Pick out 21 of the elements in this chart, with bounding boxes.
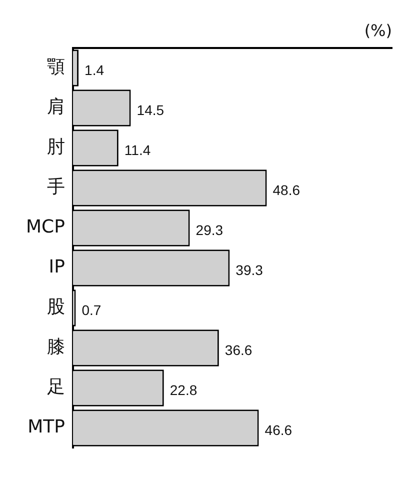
y-tick-label: 股	[46, 296, 65, 318]
y-tick-label: 手	[46, 176, 65, 198]
data-label: 36.6	[224, 342, 252, 358]
data-label: 39.3	[236, 262, 264, 278]
data-label: 22.8	[170, 382, 198, 398]
y-tick-label: MCP	[26, 216, 66, 238]
text: (%)	[364, 21, 392, 40]
data-label: 0.7	[82, 302, 102, 318]
y-tick-label: MTP	[28, 416, 66, 438]
y-tick-label: 顎	[46, 56, 65, 78]
data-label: 29.3	[196, 222, 224, 238]
y-tick-label: 足	[46, 376, 65, 398]
y-tick-label: IP	[48, 256, 66, 278]
data-label: 48.6	[272, 182, 300, 198]
data-label: 14.5	[136, 102, 164, 118]
data-label: 46.6	[264, 422, 292, 438]
y-tick-label: 肩	[46, 96, 65, 118]
y-tick-label: 肘	[46, 136, 65, 158]
data-label: 11.4	[124, 142, 151, 158]
y-tick-label: 膝	[46, 336, 65, 358]
data-label: 1.4	[84, 62, 104, 78]
